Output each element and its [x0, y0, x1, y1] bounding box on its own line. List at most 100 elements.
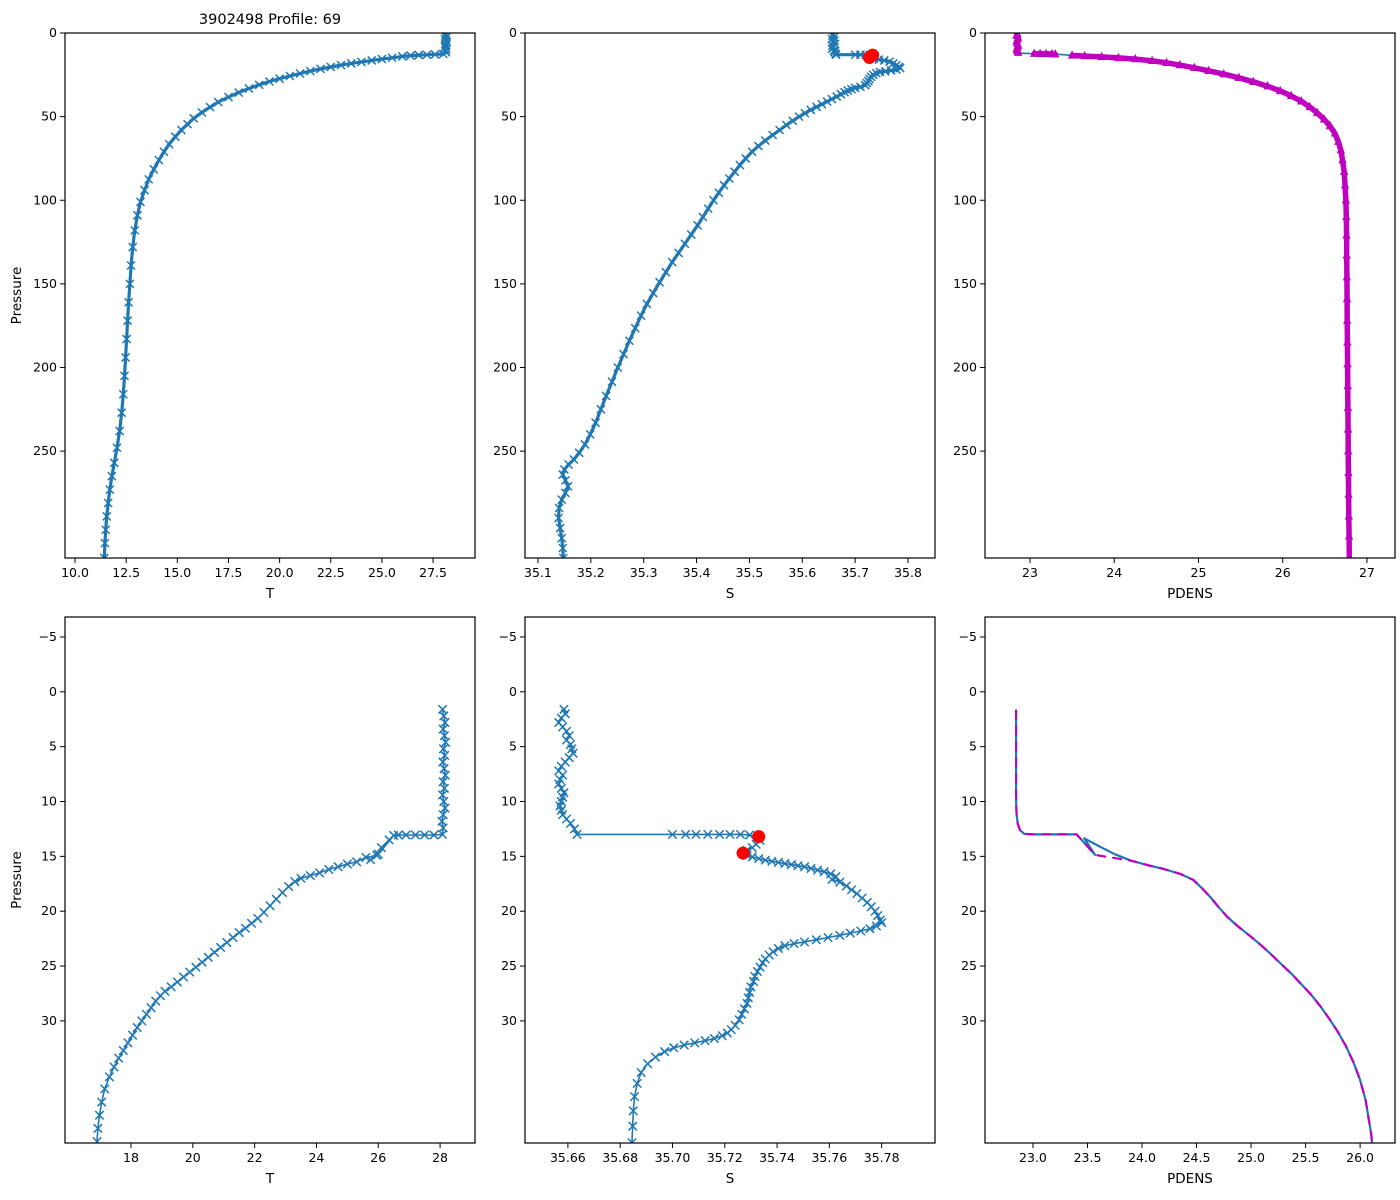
x-axis-label: T [265, 1171, 275, 1187]
x-tick-label: 20 [185, 1150, 201, 1165]
series-temperature-zoom [92, 704, 451, 1143]
x-tick-label: 10.0 [61, 565, 89, 580]
red-marker-dot [862, 51, 876, 65]
subplot-t-profile-zoom: 18 20 22 24 26 28 −5 0 5 10 15 20 25 30 T Pressure [9, 616, 476, 1187]
y-tick-label: 200 [953, 360, 977, 375]
x-tick-label: 15.0 [163, 565, 191, 580]
y-tick-label: −5 [39, 629, 57, 644]
x-tick-label: 25.5 [1292, 1150, 1320, 1165]
x-tick-label: 26 [370, 1150, 386, 1165]
y-tick-label: 25 [961, 958, 977, 973]
x-tick-label: 35.1 [524, 565, 552, 580]
axes-border [64, 32, 476, 559]
y-tick-label: −5 [959, 629, 977, 644]
y-tick-label: 30 [961, 1013, 977, 1028]
x-tick-label: 35.4 [683, 565, 711, 580]
axes-border [524, 616, 936, 1144]
x-tick-label: 35.5 [736, 565, 764, 580]
series-pdens-adjusted-dashed-zoom [1014, 709, 1374, 1143]
y-tick-label: 150 [953, 276, 977, 291]
x-tick-label: 23 [1022, 565, 1038, 580]
x-tick-label: 17.5 [215, 565, 243, 580]
x-tick-label: 25 [1191, 565, 1207, 580]
x-tick-label: 24.5 [1183, 1150, 1211, 1165]
y-tick-label: 10 [961, 794, 977, 809]
subplot-pdens-profile-full: 23 24 25 26 27 0 50 100 150 200 250 PDENS [953, 25, 1396, 602]
red-marker-dot [736, 846, 750, 860]
y-tick-label: 15 [501, 848, 517, 863]
x-tick-label: 12.5 [112, 565, 140, 580]
subplot-s-profile-full: 35.1 35.2 35.3 35.4 35.5 35.6 35.7 35.8 0 50 100 15… [493, 25, 936, 602]
x-axis-label: S [726, 1171, 735, 1187]
x-tick-label: 22 [247, 1150, 263, 1165]
x-tick-label: 26.0 [1346, 1150, 1374, 1165]
y-tick-label: 25 [41, 958, 57, 973]
x-tick-label: 24 [1106, 565, 1122, 580]
series-salinity [554, 33, 905, 558]
x-tick-label: 35.72 [707, 1150, 743, 1165]
y-tick-label: 50 [501, 109, 517, 124]
x-tick-label: 35.2 [577, 565, 605, 580]
y-tick-label: 150 [493, 276, 517, 291]
x-tick-label: 24.0 [1128, 1150, 1156, 1165]
y-tick-label: 0 [509, 684, 517, 699]
x-axis-label: S [726, 586, 735, 602]
series-pdens-adjusted-markers [1012, 33, 1354, 558]
y-tick-label: 20 [961, 903, 977, 918]
page-title: 3902498 Profile: 69 [198, 12, 342, 28]
axes-border [64, 616, 476, 1144]
y-tick-label: 15 [41, 848, 57, 863]
x-tick-label: 22.5 [317, 565, 345, 580]
y-tick-label: 20 [501, 903, 517, 918]
y-tick-label: 5 [509, 739, 517, 754]
y-tick-label: 50 [41, 109, 57, 124]
y-tick-label: 250 [493, 443, 517, 458]
y-tick-label: 0 [509, 25, 517, 40]
series-pdens-raw-line [1015, 33, 1351, 558]
x-tick-label: 23.0 [1019, 1150, 1047, 1165]
x-tick-label: 35.68 [602, 1150, 638, 1165]
y-tick-label: 200 [493, 360, 517, 375]
x-tick-label: 25.0 [1237, 1150, 1265, 1165]
x-tick-label: 28 [432, 1150, 448, 1165]
y-tick-label: 0 [969, 25, 977, 40]
y-tick-label: 25 [501, 958, 517, 973]
y-tick-label: 100 [33, 192, 57, 207]
subplot-t-profile-full: 10.0 12.5 15.0 17.5 20.0 22.5 25.0 27.5 0 50 100 15… [9, 25, 476, 602]
x-tick-label: 23.5 [1074, 1150, 1102, 1165]
y-tick-label: 10 [501, 794, 517, 809]
x-tick-label: 27.5 [419, 565, 447, 580]
y-tick-label: 250 [33, 443, 57, 458]
y-axis-label: Pressure [9, 267, 25, 325]
x-tick-label: 20.0 [266, 565, 294, 580]
x-tick-label: 27 [1359, 565, 1375, 580]
y-tick-label: 0 [969, 684, 977, 699]
x-tick-label: 24 [308, 1150, 324, 1165]
subplot-s-profile-zoom: 35.66 35.68 35.70 35.72 35.74 35.76 35.78 −5 0 5 1… [499, 616, 936, 1187]
x-tick-label: 35.66 [550, 1150, 586, 1165]
x-tick-label: 35.3 [630, 565, 658, 580]
y-tick-label: −5 [499, 629, 517, 644]
x-tick-label: 26 [1275, 565, 1291, 580]
x-axis-label: PDENS [1167, 586, 1213, 602]
x-tick-label: 35.76 [811, 1150, 847, 1165]
x-tick-label: 35.6 [788, 565, 816, 580]
x-tick-label: 18 [123, 1150, 139, 1165]
y-tick-label: 150 [33, 276, 57, 291]
x-tick-label: 25.0 [368, 565, 396, 580]
axes-border [524, 32, 936, 559]
y-tick-label: 10 [41, 794, 57, 809]
y-tick-label: 20 [41, 903, 57, 918]
y-tick-label: 5 [49, 739, 57, 754]
y-tick-label: 30 [41, 1013, 57, 1028]
series-salinity-zoom [554, 704, 887, 1143]
y-tick-label: 100 [493, 192, 517, 207]
subplot-pdens-profile-zoom: 23.0 23.5 24.0 24.5 25.0 25.5 26.0 −5 0 5 10 15 20 25… [959, 616, 1396, 1187]
series-pdens-raw-line-zoom [1014, 709, 1374, 1143]
x-axis-label: PDENS [1167, 1171, 1213, 1187]
x-axis-label: T [265, 586, 275, 602]
series-temperature [99, 33, 452, 558]
x-tick-label: 35.8 [894, 565, 922, 580]
